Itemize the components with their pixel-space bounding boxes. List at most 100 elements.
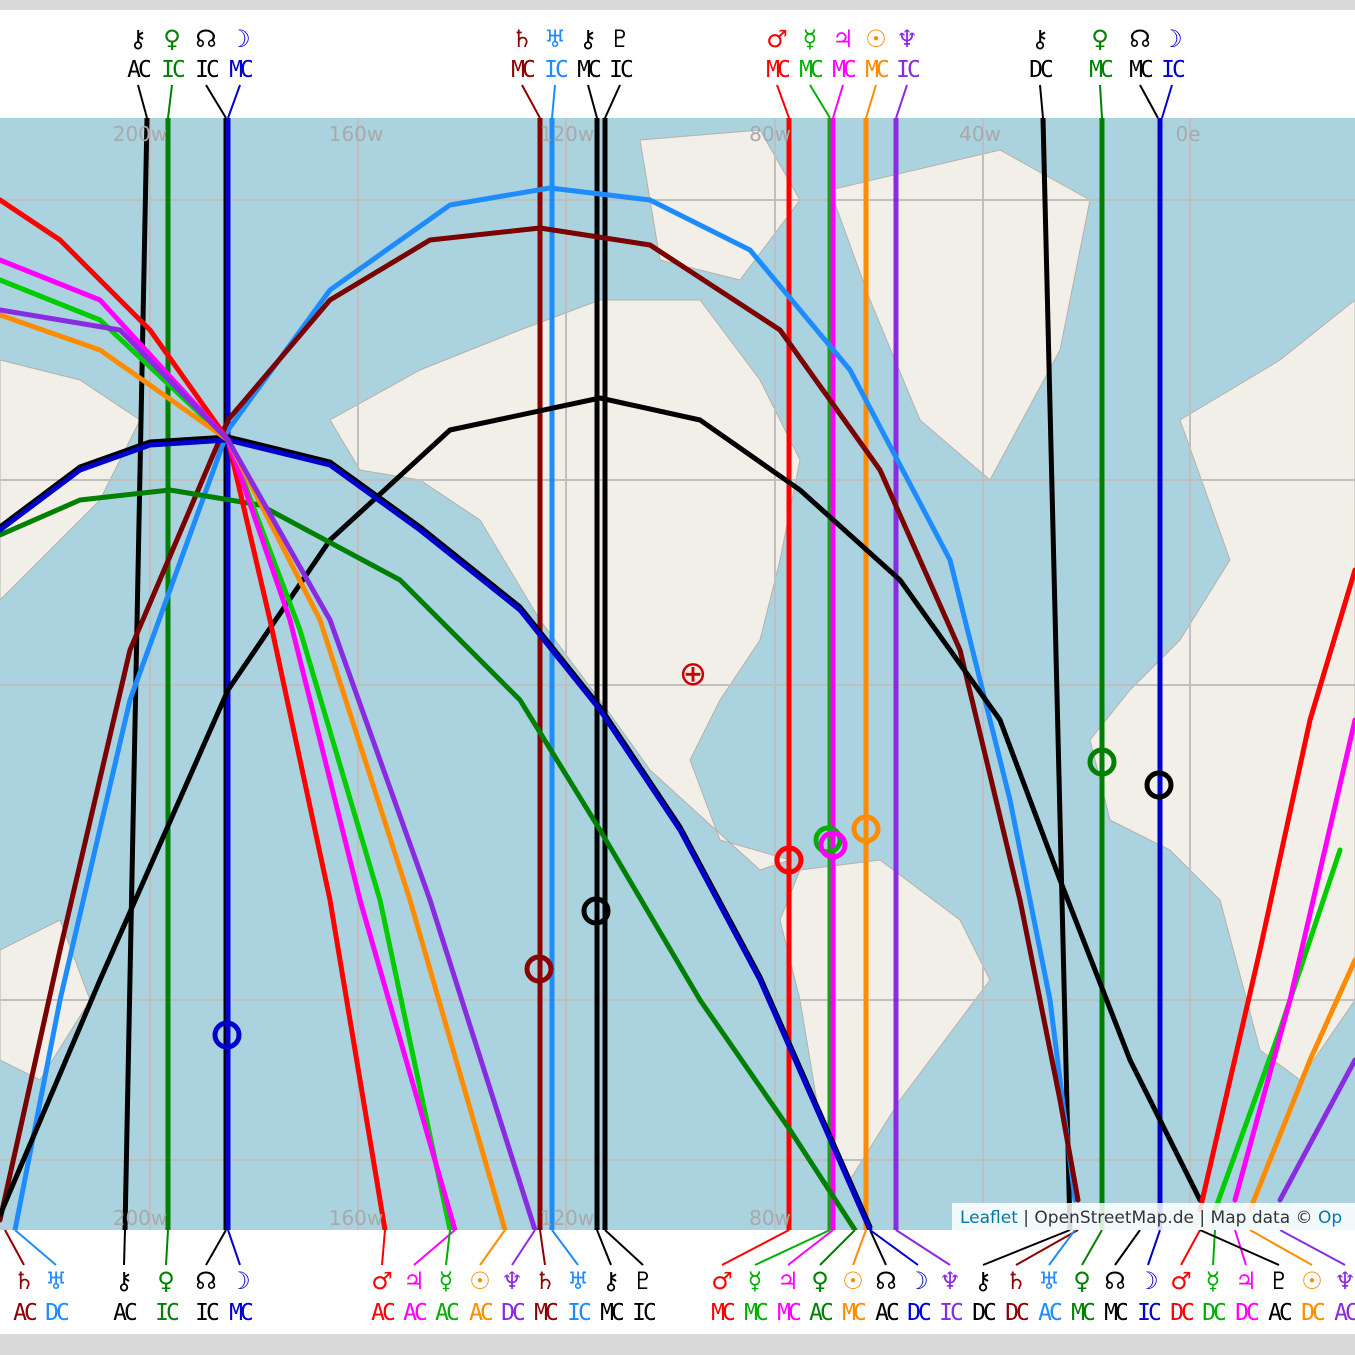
label-connector <box>539 1229 546 1266</box>
label-symbol: ♇ <box>632 1267 654 1295</box>
label-symbol: ♂ <box>371 1267 393 1295</box>
label-symbol: ☊ <box>1129 25 1150 53</box>
label-connector <box>819 1229 856 1266</box>
label-connector <box>852 1229 867 1266</box>
grid-label: 120w <box>540 122 595 146</box>
label-symbol: ♃ <box>1235 1267 1257 1295</box>
label-connector <box>809 84 831 119</box>
planet-marker <box>818 830 848 860</box>
label-symbol: ☉ <box>1301 1267 1323 1295</box>
label-type: IC <box>1161 57 1185 83</box>
label-symbol: ⚷ <box>1031 25 1049 53</box>
label-symbol: ☉ <box>842 1267 864 1295</box>
label-symbol: ♀ <box>1091 25 1109 53</box>
label-type: DC <box>501 1300 525 1326</box>
curve-line <box>0 437 873 1230</box>
label-type: AC <box>1038 1300 1062 1326</box>
label-symbol: ☽ <box>229 1267 251 1295</box>
label-symbol: ☽ <box>1137 1267 1159 1295</box>
grid-label: 80w <box>749 1206 791 1230</box>
label-symbol: ♅ <box>45 1267 67 1295</box>
grid-label: 0e <box>1175 122 1200 146</box>
label-connector <box>227 84 241 119</box>
curve-line <box>12 185 1078 1230</box>
label-connector <box>1279 1229 1346 1266</box>
label-symbol: ♀ <box>157 1267 175 1295</box>
planet-marker <box>851 814 881 844</box>
label-type: MC <box>229 1300 253 1326</box>
label-symbol: ♀ <box>163 25 181 53</box>
label-symbol: ☽ <box>907 1267 929 1295</box>
label-type: DC <box>45 1300 69 1326</box>
label-type: IC <box>155 1300 179 1326</box>
curve-line <box>0 487 858 1230</box>
grid-label: 200w <box>113 122 168 146</box>
label-connector <box>869 1229 887 1266</box>
label-type: DC <box>907 1300 931 1326</box>
curve-line <box>0 225 1081 1223</box>
label-symbol: ♃ <box>403 1267 425 1295</box>
label-type: MC <box>744 1300 768 1326</box>
label-type: AC <box>809 1300 833 1326</box>
label-symbol: ☉ <box>865 25 887 53</box>
label-symbol: ☽ <box>229 25 251 53</box>
osm-link[interactable]: Op <box>1318 1208 1342 1228</box>
label-type: MC <box>832 57 856 83</box>
label-type: AC <box>435 1300 459 1326</box>
planet-lines <box>0 118 1355 1230</box>
label-connector <box>551 1229 579 1266</box>
label-symbol: ☊ <box>1104 1267 1125 1295</box>
planet-marker <box>1087 747 1117 777</box>
label-connector <box>521 84 541 119</box>
planet-marker <box>1144 770 1174 800</box>
label-connector <box>1147 1229 1161 1266</box>
label-type: DC <box>1170 1300 1194 1326</box>
label-symbol: ♂ <box>1170 1267 1192 1295</box>
label-connector <box>895 84 908 119</box>
label-type: AC <box>1268 1300 1292 1326</box>
label-connector <box>1015 1229 1079 1266</box>
label-type: IC <box>609 57 633 83</box>
label-type: IC <box>1137 1300 1161 1326</box>
label-type: AC <box>469 1300 493 1326</box>
label-type: MC <box>799 57 823 83</box>
label-type: MC <box>1104 1300 1128 1326</box>
label-symbol: ☊ <box>195 1267 216 1295</box>
label-type: AC <box>1334 1300 1355 1326</box>
label-connector <box>205 84 227 119</box>
label-symbol: ♆ <box>1334 1267 1355 1295</box>
curve-line <box>1197 567 1355 1213</box>
label-connector <box>1139 84 1159 119</box>
curve-line <box>0 395 1203 1218</box>
map[interactable]: ⊕ <box>0 118 1355 1230</box>
label-connector <box>1180 1229 1201 1266</box>
label-symbol: ♃ <box>777 1267 799 1295</box>
label-connector <box>865 84 877 119</box>
label-symbol: ♅ <box>544 25 566 53</box>
label-symbol: ♂ <box>711 1267 733 1295</box>
label-connector <box>1161 84 1173 119</box>
label-symbol: ☊ <box>195 25 216 53</box>
label-symbol: ♆ <box>501 1267 523 1295</box>
curve-line <box>0 312 508 1230</box>
label-type: DC <box>1235 1300 1259 1326</box>
planet-marker <box>813 825 843 855</box>
label-type: AC <box>13 1300 37 1326</box>
curve-line <box>1277 1057 1355 1203</box>
label-connector <box>1199 1229 1280 1266</box>
label-connector <box>787 1229 834 1266</box>
label-connector <box>511 1229 536 1266</box>
label-symbol: ⚷ <box>579 25 597 53</box>
label-type: AC <box>875 1300 899 1326</box>
label-type: IC <box>567 1300 591 1326</box>
label-connector <box>479 1229 506 1266</box>
label-symbol: ♃ <box>832 25 854 53</box>
label-connector <box>754 1229 831 1266</box>
label-symbol: ☿ <box>803 25 818 53</box>
leaflet-link[interactable]: Leaflet <box>960 1208 1018 1228</box>
label-symbol: ♄ <box>13 1267 35 1295</box>
grid-label: 40w <box>959 122 1001 146</box>
label-symbol: ♅ <box>1038 1267 1060 1295</box>
label-symbol: ♄ <box>1005 1267 1027 1295</box>
label-type: IC <box>195 1300 219 1326</box>
